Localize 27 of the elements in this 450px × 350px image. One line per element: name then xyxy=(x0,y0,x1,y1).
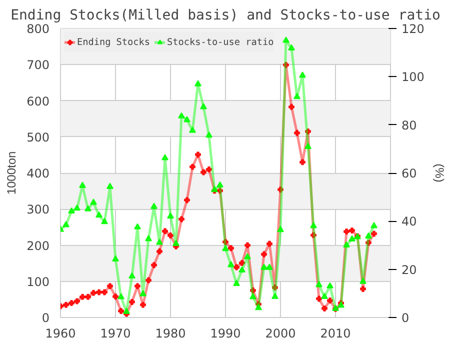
x-tick-label: 2000 xyxy=(265,326,296,340)
y-tick-label: 0 xyxy=(42,311,50,325)
y-tick-label: 400 xyxy=(26,166,50,180)
y-tick-label: 600 xyxy=(26,94,50,108)
y-tick-label: 200 xyxy=(26,238,50,253)
legend-label: Stocks-to-use ratio xyxy=(167,36,274,48)
x-tick-label: 1980 xyxy=(155,326,186,340)
chart-title: Ending Stocks(Milled basis) and Stocks-to-use ratio xyxy=(10,8,440,24)
y2-axis-title: (%) xyxy=(432,164,446,182)
y2-tick-label: 60 xyxy=(402,166,417,180)
y-tick-label: 700 xyxy=(26,58,50,72)
legend-label: Ending Stocks xyxy=(77,36,150,48)
y2-tick-label: 80 xyxy=(402,118,417,132)
x-tick-label: 2010 xyxy=(320,326,351,340)
x-tick-label: 1990 xyxy=(210,326,241,340)
x-tick-label: 1970 xyxy=(100,326,131,340)
y2-tick-label: 100 xyxy=(402,70,424,84)
y2-tick-label: 120 xyxy=(402,22,424,36)
y-tick-label: 300 xyxy=(26,202,50,217)
y-tick-label: 100 xyxy=(26,274,50,289)
y2-tick-label: 40 xyxy=(402,214,417,229)
y-axis-title: 1000ton xyxy=(4,151,19,195)
x-tick-label: 1960 xyxy=(45,326,76,340)
y2-tick-label: 20 xyxy=(402,262,417,277)
y-tick-label: 500 xyxy=(26,130,50,144)
y2-tick-label: 0 xyxy=(402,311,410,325)
y-tick-label: 800 xyxy=(26,22,50,36)
